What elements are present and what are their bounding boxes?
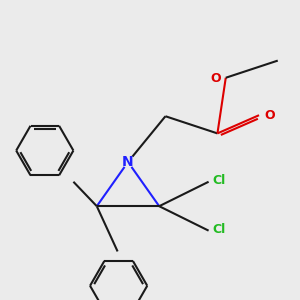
Text: Cl: Cl [213, 223, 226, 236]
Text: O: O [264, 109, 275, 122]
Text: N: N [122, 155, 134, 169]
Text: Cl: Cl [213, 174, 226, 187]
Text: O: O [210, 72, 221, 85]
